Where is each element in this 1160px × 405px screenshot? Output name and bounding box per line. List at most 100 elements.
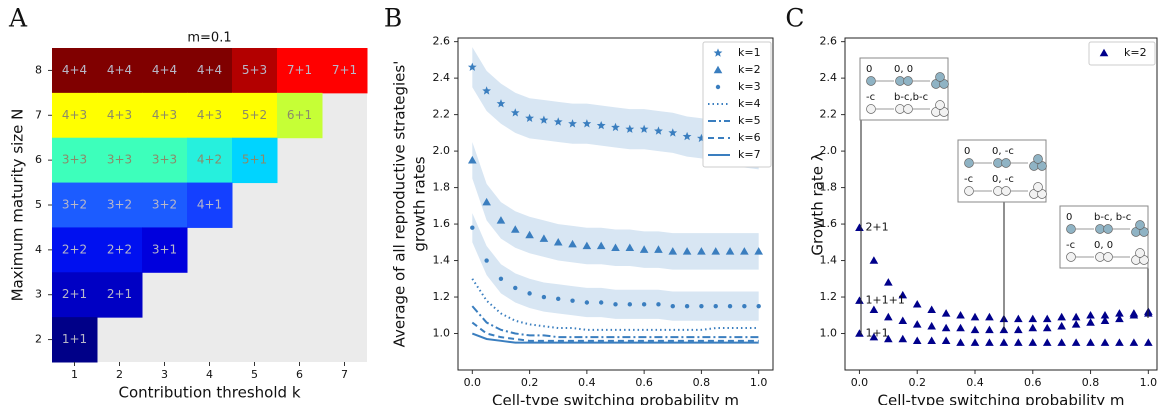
- curve-label: 1+1+1: [865, 294, 904, 307]
- cell-label: 4+3: [197, 108, 222, 122]
- y-axis-label: Average of all reproductive strategies': [391, 61, 409, 348]
- marker: [585, 300, 589, 304]
- cell-label: 2+1: [107, 287, 132, 301]
- cell-icon: [1104, 225, 1113, 234]
- inset-text: -c: [964, 174, 973, 185]
- marker: [527, 291, 531, 295]
- x-tick-label: 1: [71, 368, 78, 381]
- cell-label: 1+1: [62, 332, 87, 346]
- x-tick-label: 2: [116, 368, 123, 381]
- y-tick-label: 4: [35, 243, 42, 256]
- cell-label: 4+4: [62, 63, 87, 77]
- y-tick-label: 8: [35, 63, 42, 76]
- legend-marker: [716, 85, 720, 89]
- cell-label: 2+2: [107, 242, 132, 256]
- cell-label: 4+4: [152, 63, 177, 77]
- marker: [513, 286, 517, 290]
- inset-text: -c: [866, 92, 875, 103]
- x-axis-label: Cell-type switching probability m: [878, 392, 1125, 405]
- x-tick-label: 1.0: [750, 376, 768, 389]
- inset-text: 0, 0: [894, 64, 913, 75]
- panel-label: B: [384, 4, 402, 33]
- cell-icon: [1034, 155, 1043, 164]
- cell-label: 7+1: [332, 63, 357, 77]
- x-tick-label: 0.4: [966, 376, 984, 389]
- cell-icon: [936, 73, 945, 82]
- inset-text: 0: [964, 146, 970, 157]
- x-axis-label: Cell-type switching probability m: [492, 392, 739, 405]
- marker: [499, 277, 503, 281]
- y-axis-label: Growth rate λ: [809, 152, 827, 255]
- cell-label: 7+1: [287, 63, 312, 77]
- cell-label: 4+3: [107, 108, 132, 122]
- x-tick-label: 0.6: [1024, 376, 1042, 389]
- y-tick-label: 3: [35, 288, 42, 301]
- y-tick-label: 1.0: [820, 327, 838, 340]
- marker: [556, 297, 560, 301]
- marker: [628, 302, 632, 306]
- cell-icon: [965, 187, 974, 196]
- cell-label: 3+2: [62, 198, 87, 212]
- y-axis-label: Maximum maturity size N: [9, 109, 27, 302]
- marker: [570, 298, 574, 302]
- y-tick-label: 1.2: [820, 290, 838, 303]
- cell-icon: [1104, 253, 1113, 262]
- inset-text: 0: [866, 64, 872, 75]
- x-tick-label: 0.4: [578, 376, 596, 389]
- cell-icon: [1067, 253, 1076, 262]
- marker: [714, 304, 718, 308]
- y-tick-label: 2: [35, 333, 42, 346]
- curve-label: 1+1: [865, 327, 888, 340]
- marker: [656, 302, 660, 306]
- cell-icon: [965, 159, 974, 168]
- y-tick-label: 2.6: [433, 35, 451, 48]
- y-tick-label: 2.4: [433, 71, 451, 84]
- x-tick-label: 0.2: [908, 376, 926, 389]
- marker: [699, 304, 703, 308]
- marker: [470, 226, 474, 230]
- cell-label: 3+2: [152, 198, 177, 212]
- y-tick-label: 1.2: [433, 290, 451, 303]
- cell-label: 4+4: [107, 63, 132, 77]
- legend-label: k=1: [738, 46, 761, 59]
- cell-label: 3+3: [152, 153, 177, 167]
- marker: [599, 300, 603, 304]
- cell-label: 5+1: [242, 153, 267, 167]
- cell-label: 5+2: [242, 108, 267, 122]
- cell-icon: [1002, 159, 1011, 168]
- cell-label: 4+4: [197, 63, 222, 77]
- cell-label: 5+3: [242, 63, 267, 77]
- legend-label: k=6: [738, 131, 761, 144]
- cell-label: 3+3: [107, 153, 132, 167]
- panel-label: A: [8, 4, 28, 33]
- x-tick-label: 4: [206, 368, 213, 381]
- cell-icon: [936, 101, 945, 110]
- inset-text: 0, -c: [992, 146, 1014, 157]
- inset-text: -c: [1066, 240, 1075, 251]
- marker: [642, 302, 646, 306]
- cell-label: 2+1: [62, 287, 87, 301]
- cell-label: 4+2: [197, 153, 222, 167]
- legend-label: k=7: [738, 148, 761, 161]
- cell-label: 2+2: [62, 242, 87, 256]
- marker: [728, 304, 732, 308]
- legend-label: k=3: [738, 80, 761, 93]
- y-tick-label: 2.6: [820, 35, 838, 48]
- y-tick-label: 2.2: [433, 108, 451, 121]
- chart-title: m=0.1: [187, 31, 231, 46]
- legend-label: k=5: [738, 114, 761, 127]
- inset-text: 0, 0: [1094, 240, 1113, 251]
- marker: [685, 304, 689, 308]
- inset-text: b-c,b-c: [894, 92, 928, 103]
- y-tick-label: 2.0: [433, 144, 451, 157]
- y-tick-label: 6: [35, 153, 42, 166]
- marker: [742, 304, 746, 308]
- cell-label: 6+1: [287, 108, 312, 122]
- x-tick-label: 0.6: [635, 376, 653, 389]
- cell-icon: [904, 77, 913, 86]
- y-axis-label: growth rates: [411, 156, 429, 251]
- marker: [613, 302, 617, 306]
- y-tick-label: 1.0: [433, 327, 451, 340]
- cell-icon: [867, 77, 876, 86]
